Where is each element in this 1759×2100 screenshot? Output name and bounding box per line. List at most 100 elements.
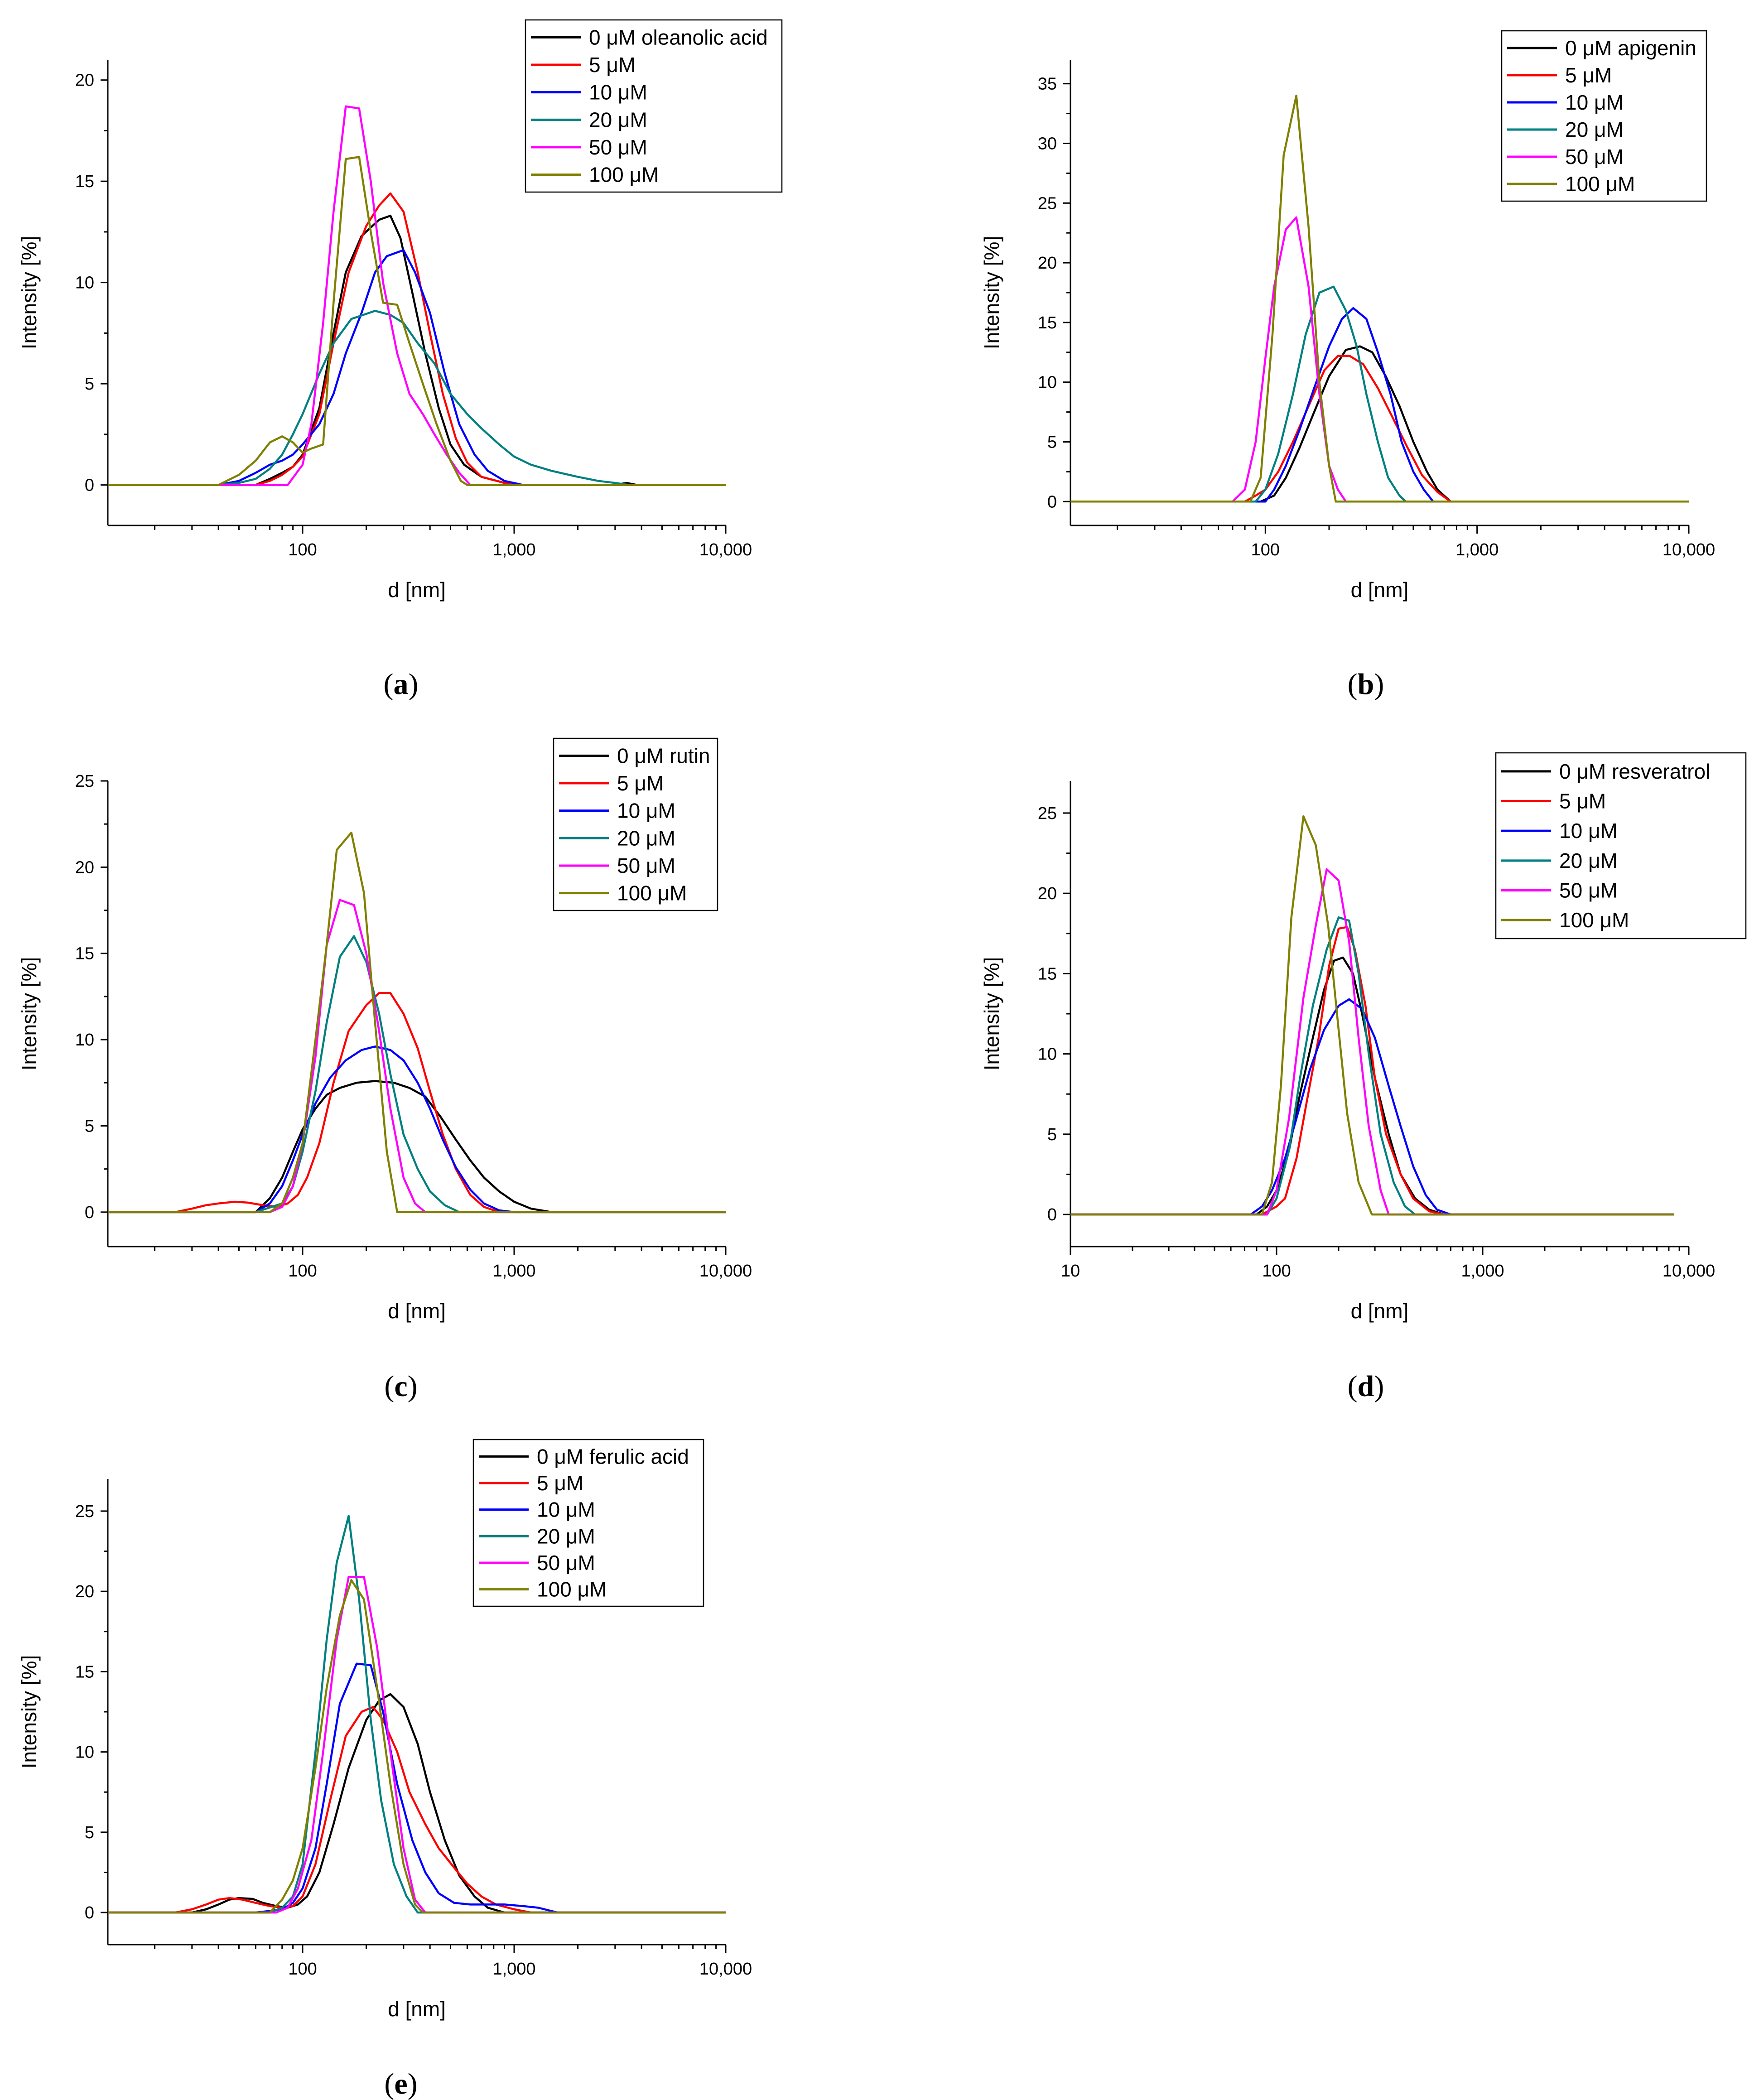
y-tick-label: 10 <box>1038 373 1057 392</box>
series-line-0 <box>1070 345 1689 503</box>
y-tick-label: 10 <box>75 1743 94 1762</box>
y-tick-label: 5 <box>1047 1125 1057 1144</box>
series-line-2 <box>108 249 726 486</box>
y-tick-label: 15 <box>75 172 94 191</box>
x-tick-label: 1,000 <box>492 1960 535 1979</box>
y-tick-label: 5 <box>85 375 94 394</box>
x-tick-label: 10,000 <box>1663 1262 1715 1281</box>
x-tick-label: 1,000 <box>492 1262 535 1281</box>
series-line-0 <box>108 1080 726 1214</box>
legend-entry: 5 μM <box>617 771 664 795</box>
y-tick-label: 5 <box>1047 433 1057 452</box>
series-line-3 <box>1070 285 1689 503</box>
legend-entry: 5 μM <box>589 53 636 77</box>
legend: 0 μM oleanolic acid 5 μM 10 μM 20 μM 50 μM 10… <box>525 19 783 193</box>
series-line-0 <box>1070 956 1674 1216</box>
legend-box <box>525 19 783 193</box>
series-line-3 <box>1070 916 1674 1216</box>
y-tick-label: 10 <box>75 274 94 293</box>
x-axis-label: d [nm] <box>388 578 446 602</box>
y-tick-label: 25 <box>1038 804 1057 823</box>
chart-panel-b: 0 5 10 15 20 25 30 35 100 1,000 10,000 d [nm] Intens… <box>980 30 1715 701</box>
legend-entry: 20 μM <box>537 1524 595 1548</box>
legend-entry: 10 μM <box>617 799 675 823</box>
y-tick-label: 20 <box>75 1582 94 1601</box>
legend-entry: 50 μM <box>589 135 647 159</box>
y-tick-label: 20 <box>1038 884 1057 903</box>
y-tick-label: 30 <box>1038 135 1057 154</box>
y-tick-label: 10 <box>1038 1045 1057 1064</box>
x-axis-label: d [nm] <box>388 1997 446 2021</box>
series-line-2 <box>1070 998 1674 1216</box>
legend-entry: 10 μM <box>537 1498 595 1522</box>
series-line-3 <box>108 309 726 486</box>
legend: 0 μM resveratrol 5 μM 10 μM 20 μM 50 μM 100 μ… <box>1495 752 1747 939</box>
y-axis-label: Intensity [%] <box>17 236 41 350</box>
series-line-2 <box>1070 307 1689 503</box>
y-tick-label: 25 <box>1038 194 1057 213</box>
legend-entry: 100 μM <box>1559 908 1629 932</box>
series-line-1 <box>1070 355 1689 503</box>
legend-entry: 0 μM apigenin <box>1565 36 1696 60</box>
legend-box <box>472 1439 704 1607</box>
panel-caption: (d) <box>1348 1370 1384 1403</box>
legend-entry: 20 μM <box>1559 849 1618 872</box>
panel-caption: (a) <box>384 668 419 701</box>
y-tick-label: 15 <box>75 1662 94 1681</box>
series-line-0 <box>108 1693 726 1914</box>
series-line-5 <box>1070 94 1689 503</box>
y-axis-label: Intensity [%] <box>980 957 1003 1071</box>
y-tick-label: 20 <box>75 71 94 90</box>
y-tick-label: 35 <box>1038 75 1057 94</box>
legend-entry: 50 μM <box>617 854 675 877</box>
x-tick-label: 10,000 <box>699 1262 752 1281</box>
legend-box <box>553 737 718 911</box>
y-tick-label: 15 <box>75 944 94 963</box>
y-tick-label: 0 <box>85 476 94 495</box>
panel-caption: (b) <box>1348 668 1384 701</box>
series-line-3 <box>108 935 726 1214</box>
series-line-4 <box>1070 216 1689 503</box>
legend-entry: 10 μM <box>1565 91 1624 114</box>
legend-entry: 5 μM <box>1565 63 1612 87</box>
legend-entry: 20 μM <box>617 826 675 850</box>
legend-entry: 10 μM <box>1559 819 1618 843</box>
y-axis-label: Intensity [%] <box>980 236 1003 350</box>
y-tick-label: 5 <box>85 1823 94 1842</box>
y-tick-label: 20 <box>75 858 94 877</box>
series-line-0 <box>108 214 726 486</box>
series-line-5 <box>108 831 726 1214</box>
y-tick-label: 0 <box>85 1903 94 1922</box>
y-tick-label: 5 <box>85 1117 94 1136</box>
x-tick-label: 10,000 <box>1663 540 1715 559</box>
legend-entry: 100 μM <box>1565 172 1635 196</box>
series-line-1 <box>1070 926 1674 1216</box>
x-tick-label: 1,000 <box>492 540 535 559</box>
chart-panel-d: 0 5 10 15 20 25 10 100 1,000 10,000 d [nm] Intensit… <box>980 752 1747 1403</box>
legend-entry: 0 μM rutin <box>617 744 710 767</box>
x-tick-label: 10,000 <box>699 1960 752 1979</box>
legend-entry: 100 μM <box>617 881 687 905</box>
legend-entry: 0 μM resveratrol <box>1559 760 1710 783</box>
x-tick-label: 100 <box>288 540 317 559</box>
y-tick-label: 15 <box>1038 964 1057 983</box>
x-axis-label: d [nm] <box>388 1299 446 1323</box>
y-tick-label: 20 <box>1038 254 1057 273</box>
y-tick-label: 10 <box>75 1031 94 1050</box>
x-tick-label: 100 <box>1262 1262 1291 1281</box>
legend-entry: 50 μM <box>537 1551 595 1575</box>
x-tick-label: 1,000 <box>1461 1262 1504 1281</box>
series-line-1 <box>108 1706 726 1914</box>
series-line-5 <box>1070 815 1674 1216</box>
x-tick-label: 10,000 <box>699 540 752 559</box>
series-line-4 <box>1070 868 1674 1216</box>
y-axis-label: Intensity [%] <box>17 957 41 1071</box>
y-tick-label: 0 <box>85 1203 94 1222</box>
series-line-2 <box>108 1662 726 1914</box>
y-tick-label: 0 <box>1047 492 1057 511</box>
legend-entry: 100 μM <box>589 163 659 187</box>
panel-caption: (e) <box>384 2067 417 2100</box>
series-line-3 <box>108 1515 726 1914</box>
